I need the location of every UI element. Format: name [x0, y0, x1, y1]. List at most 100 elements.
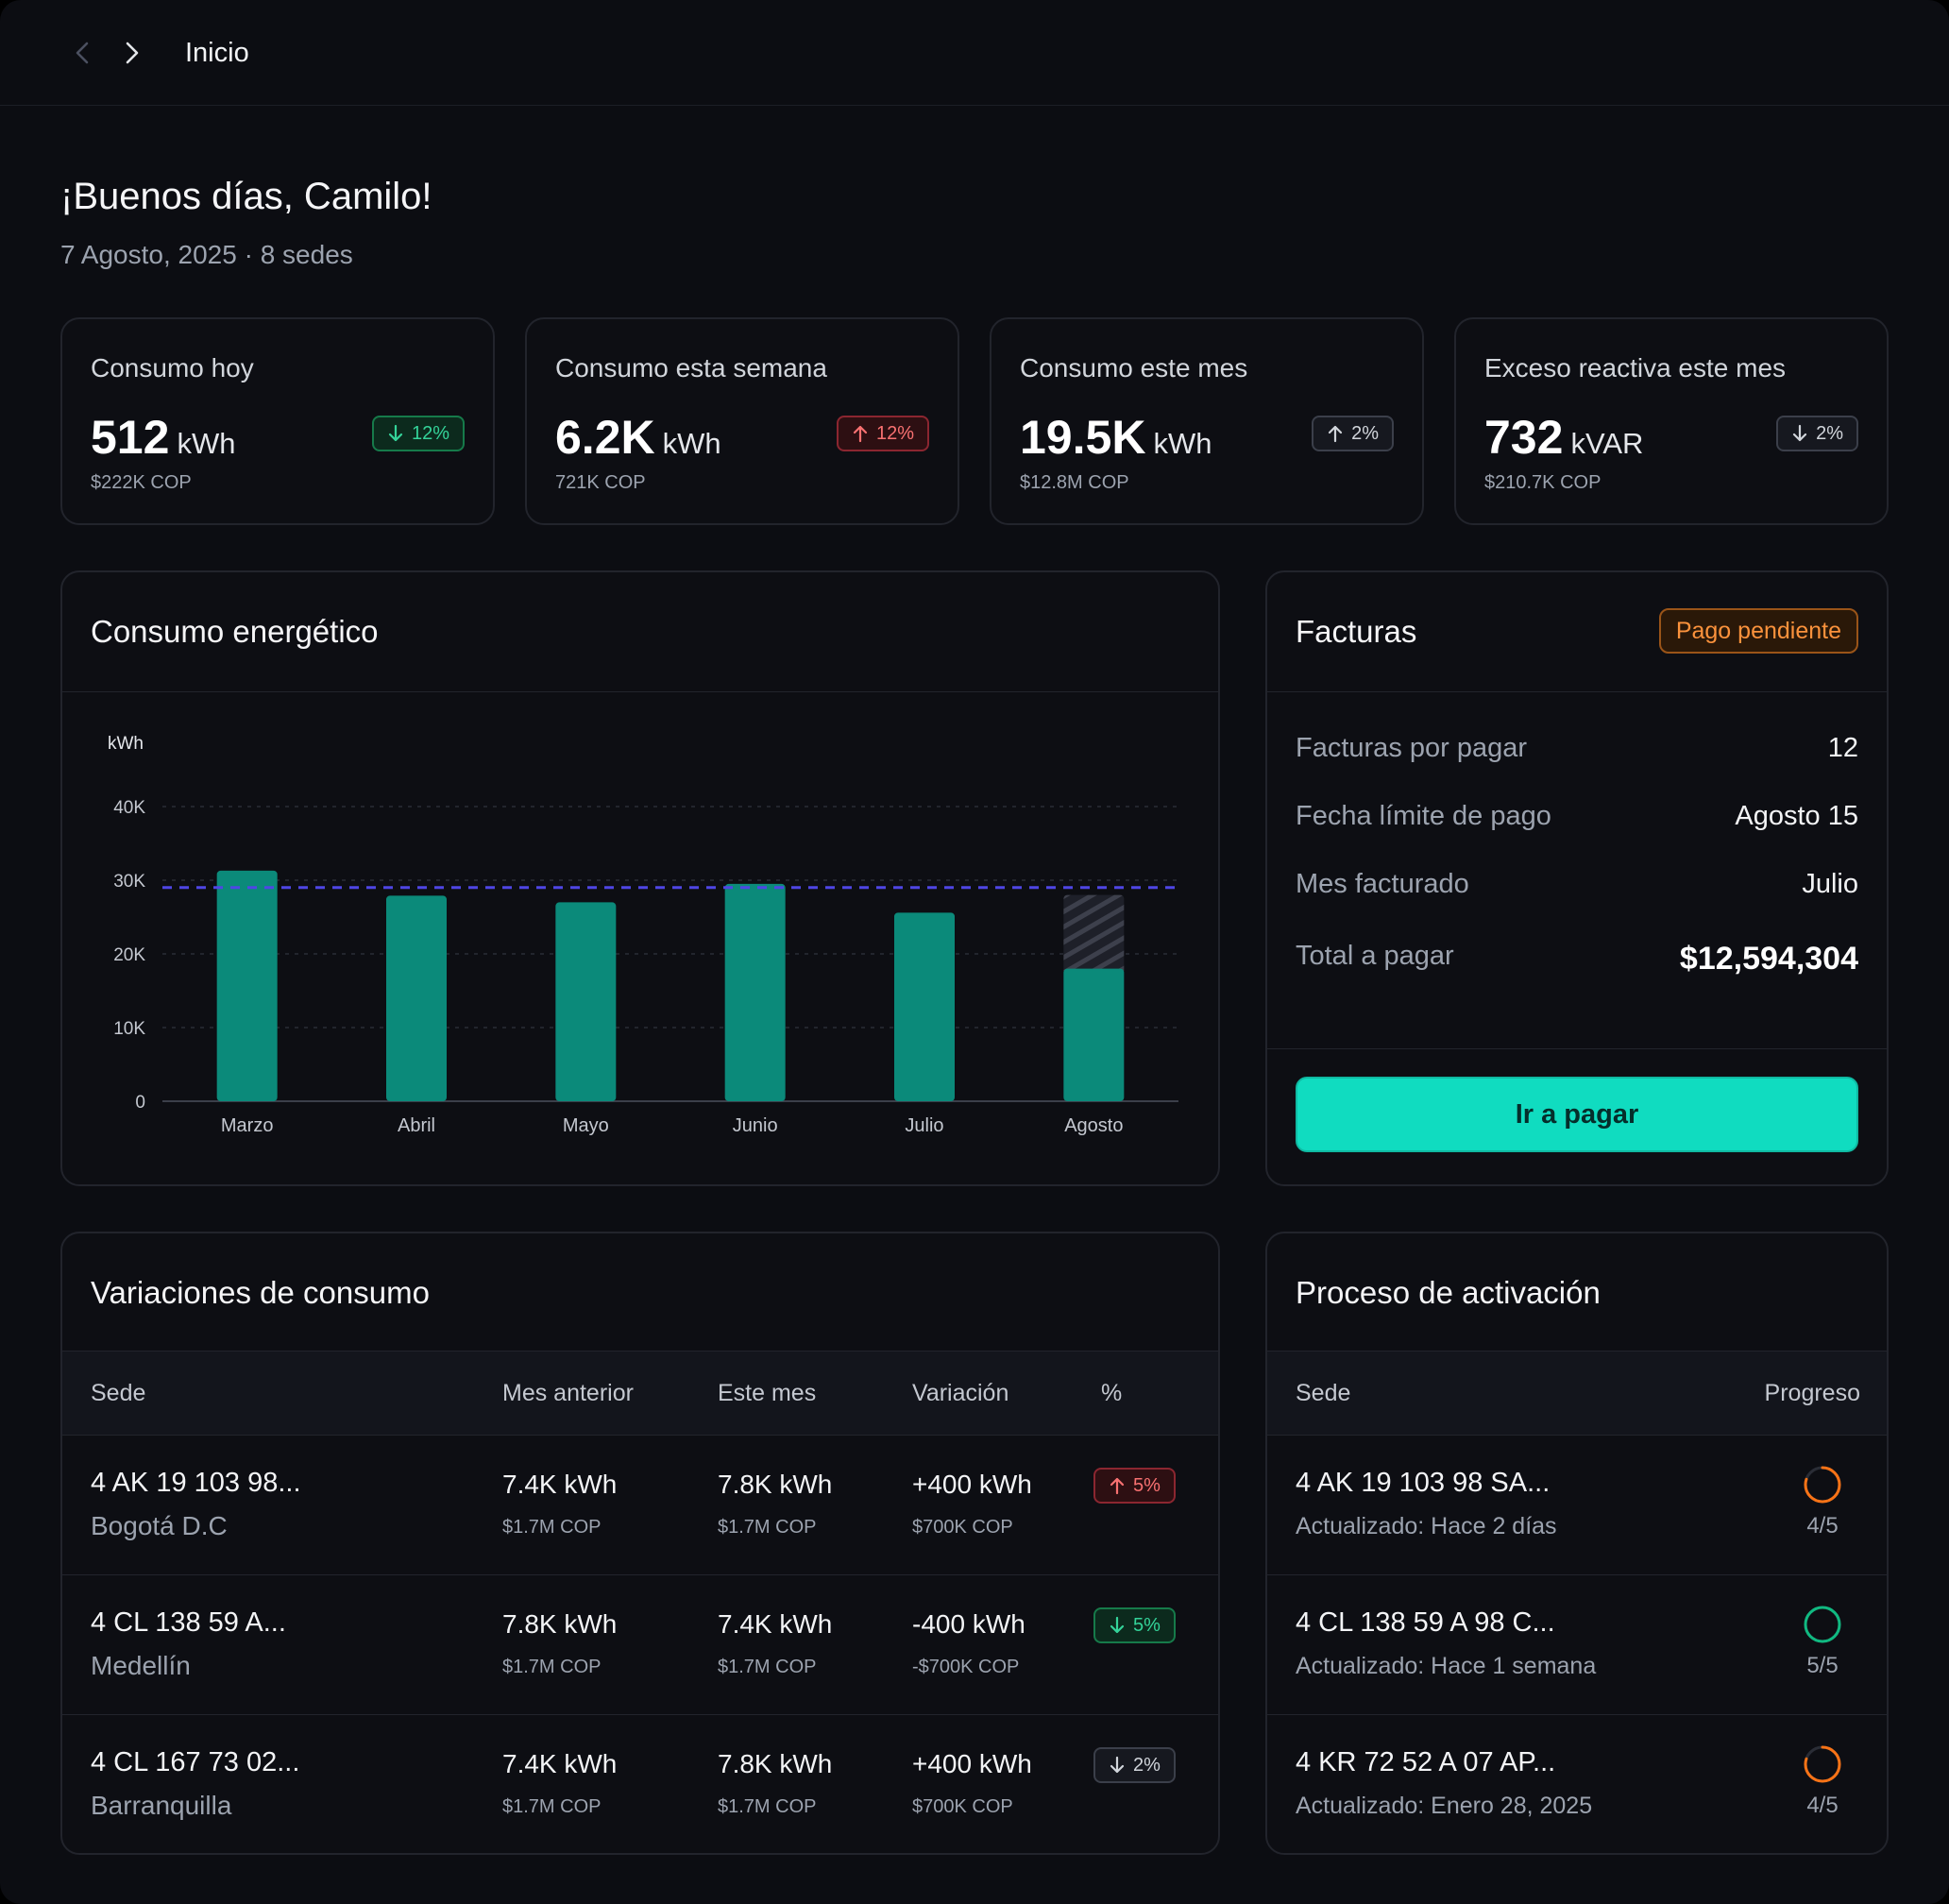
divider [1267, 1048, 1887, 1049]
arrow-up-icon [1328, 425, 1343, 443]
chevron-left-icon[interactable] [68, 36, 98, 70]
progress-indicator: 4/5 [1785, 1743, 1860, 1819]
list-item[interactable]: 4 CL 138 59 A 98 C... Actualizado: Hace … [1267, 1575, 1887, 1715]
y-tick-label: 40K [113, 798, 145, 818]
trend-badge: 12% [371, 416, 465, 451]
x-tick-label: Agosto [1064, 1115, 1123, 1136]
top-bar: Inicio [0, 0, 1949, 106]
pct-badge: 5% [1093, 1468, 1176, 1504]
y-tick-label: 0 [135, 1093, 145, 1113]
y-tick-label: 20K [113, 945, 145, 965]
kpi-title: Exceso reactiva este mes [1484, 353, 1787, 382]
chevron-right-icon[interactable] [117, 36, 147, 70]
energy-bar-chart: kWh 0 10K 20K 30K 40K Marzo Abril Mayo Junio Julio… [108, 734, 1178, 1136]
activation-card: Proceso de activación Sede Progreso 4 AK… [1265, 1232, 1889, 1855]
table-row[interactable]: 4 CL 138 59 A... Medellín 7.8K kWh $1.7M… [62, 1575, 1218, 1715]
curr-cost: $1.7M COP [718, 1657, 817, 1677]
bar-projected [1063, 894, 1125, 975]
prev-cost: $1.7M COP [502, 1657, 602, 1677]
section-title: Consumo energético [91, 614, 379, 649]
curr-consumption: 7.8K kWh [718, 1470, 833, 1499]
trend-badge: 2% [1312, 416, 1394, 451]
table-header: Sede Mes anterior Este mes Variación % [62, 1351, 1218, 1436]
arrow-up-icon [1110, 1477, 1125, 1495]
progress-indicator: 5/5 [1785, 1604, 1860, 1679]
x-tick-label: Marzo [221, 1115, 274, 1136]
kpi-title: Consumo esta semana [555, 353, 827, 382]
site-city: Medellín [91, 1651, 191, 1680]
pay-button[interactable]: Ir a pagar [1296, 1077, 1858, 1152]
y-tick-label: 30K [113, 872, 145, 892]
kpi-title: Consumo este mes [1020, 353, 1248, 382]
updated-time: Actualizado: Hace 2 días [1296, 1513, 1557, 1539]
kpi-value: 6.2K kWh [555, 411, 721, 464]
arrow-up-icon [853, 425, 868, 443]
kpi-card-week: Consumo esta semana 6.2K kWh 721K COP 12% [525, 317, 959, 525]
trend-badge: 12% [836, 416, 929, 451]
column-header: Progreso [1764, 1380, 1860, 1406]
column-header: Este mes [718, 1380, 817, 1406]
section-title: Variaciones de consumo [91, 1275, 430, 1310]
site-address: 4 AK 19 103 98... [91, 1468, 301, 1498]
delta-consumption: +400 kWh [912, 1470, 1032, 1499]
bar [216, 870, 278, 1101]
x-tick-label: Julio [905, 1115, 943, 1136]
column-header: % [1101, 1380, 1123, 1406]
bar [555, 902, 617, 1101]
curr-consumption: 7.4K kWh [718, 1609, 833, 1639]
status-badge: Pago pendiente [1658, 608, 1858, 654]
invoice-row-total: Total a pagar $12,594,304 [1296, 941, 1858, 977]
curr-cost: $1.7M COP [718, 1796, 817, 1817]
page-title: ¡Buenos días, Camilo! [60, 176, 432, 217]
prev-consumption: 7.4K kWh [502, 1749, 618, 1778]
table-header: Sede Progreso [1267, 1351, 1887, 1436]
x-tick-label: Junio [733, 1115, 778, 1136]
bar [1063, 968, 1125, 1101]
variations-card: Variaciones de consumo Sede Mes anterior… [60, 1232, 1220, 1855]
list-item[interactable]: 4 AK 19 103 98 SA... Actualizado: Hace 2… [1267, 1436, 1887, 1575]
column-header: Sede [91, 1380, 146, 1406]
kpi-value: 19.5K kWh [1020, 411, 1212, 464]
progress-indicator: 4/5 [1785, 1464, 1860, 1539]
site-address: 4 CL 138 59 A... [91, 1607, 286, 1638]
kpi-cost: 721K COP [555, 472, 646, 493]
delta-consumption: -400 kWh [912, 1609, 1025, 1639]
prev-consumption: 7.4K kWh [502, 1470, 618, 1499]
divider [1267, 691, 1887, 692]
arrow-down-icon [1110, 1616, 1125, 1634]
column-header: Mes anterior [502, 1380, 634, 1406]
kpi-card-month: Consumo este mes 19.5K kWh $12.8M COP 2% [990, 317, 1424, 525]
kpi-value: 512 kWh [91, 411, 236, 464]
prev-cost: $1.7M COP [502, 1796, 602, 1817]
invoices-card: Facturas Pago pendiente Facturas por pag… [1265, 570, 1889, 1186]
delta-cost: $700K COP [912, 1517, 1013, 1538]
table-row[interactable]: 4 CL 167 73 02... Barranquilla 7.4K kWh … [62, 1715, 1218, 1855]
bar [894, 912, 955, 1101]
arrow-down-icon [1110, 1756, 1125, 1774]
kpi-unit: kWh [662, 427, 721, 460]
progress-ring-icon [1804, 1745, 1841, 1783]
delta-cost: -$700K COP [912, 1657, 1020, 1677]
invoice-row-due-date: Fecha límite de pago Agosto 15 [1296, 801, 1858, 831]
kpi-card-reactive: Exceso reactiva este mes 732 kVAR $210.7K… [1454, 317, 1889, 525]
kpi-unit: kVAR [1570, 427, 1644, 460]
arrow-down-icon [388, 424, 403, 442]
kpi-unit: kWh [177, 427, 236, 460]
site-city: Bogotá D.C [91, 1511, 228, 1540]
kpi-cost: $210.7K COP [1484, 472, 1602, 493]
list-item[interactable]: 4 KR 72 52 A 07 AP... Actualizado: Enero… [1267, 1715, 1887, 1855]
updated-time: Actualizado: Enero 28, 2025 [1296, 1793, 1593, 1819]
kpi-value: 732 kVAR [1484, 411, 1644, 464]
x-tick-label: Abril [398, 1115, 435, 1136]
prev-consumption: 7.8K kWh [502, 1609, 618, 1639]
table-row[interactable]: 4 AK 19 103 98... Bogotá D.C 7.4K kWh $1… [62, 1436, 1218, 1575]
curr-cost: $1.7M COP [718, 1517, 817, 1538]
page-subtitle: 7 Agosto, 2025 · 8 sedes [60, 240, 353, 269]
progress-ring-icon [1804, 1606, 1841, 1643]
progress-ring-icon [1804, 1466, 1841, 1504]
site-address: 4 CL 167 73 02... [91, 1747, 300, 1777]
prev-cost: $1.7M COP [502, 1517, 602, 1538]
updated-time: Actualizado: Hace 1 semana [1296, 1653, 1597, 1679]
site-address: 4 CL 138 59 A 98 C... [1296, 1607, 1555, 1638]
